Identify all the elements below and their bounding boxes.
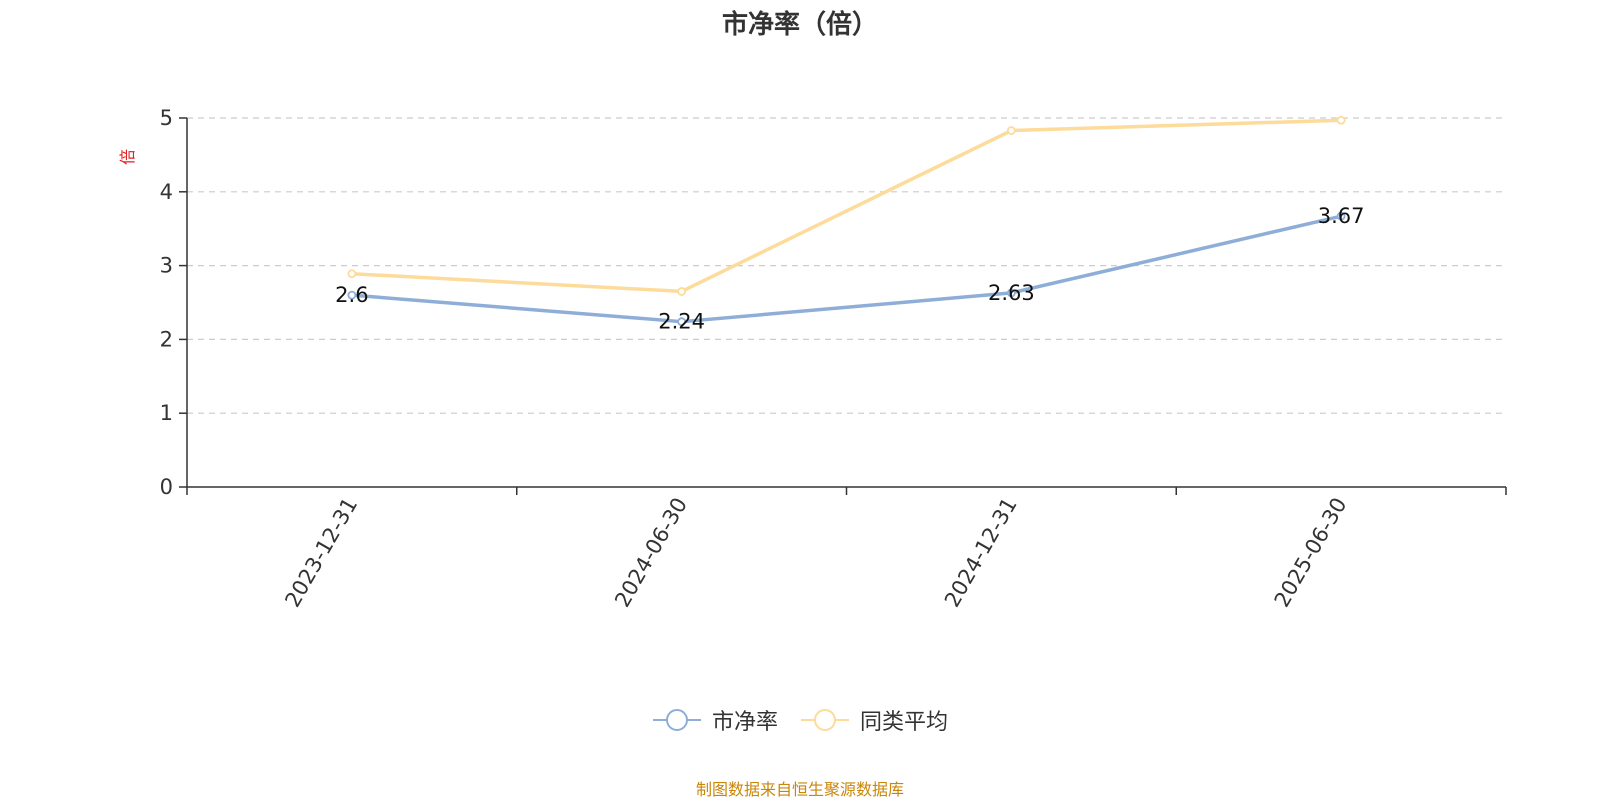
y-tick-label: 4 — [160, 180, 173, 204]
data-label: 2.6 — [335, 283, 368, 307]
x-tick-label: 2024-06-30 — [610, 494, 692, 612]
data-point[interactable] — [1006, 288, 1016, 298]
data-labels: 2.6 2.24 2.63 3.67 — [335, 204, 1364, 334]
legend-circle — [814, 709, 836, 731]
y-tick-label: 5 — [160, 106, 173, 130]
data-point[interactable] — [1006, 126, 1016, 135]
legend-item[interactable]: 市净率 — [652, 704, 778, 736]
y-tick-label: 1 — [160, 401, 173, 425]
grid-lines — [187, 117, 1506, 414]
chart-title: 市净率（倍） — [721, 10, 878, 40]
legend: 市净率 同类平均 — [0, 704, 1600, 736]
legend-label: 市净率 — [711, 710, 778, 735]
y-tick-label: 2 — [160, 327, 173, 351]
y-tick-label: 0 — [160, 475, 173, 499]
x-tick-label: 2025-06-30 — [1270, 494, 1352, 612]
series-lines — [347, 115, 1346, 327]
legend-item[interactable]: 同类平均 — [800, 704, 948, 736]
series-line[interactable] — [351, 118, 1342, 294]
y-tick-label: 3 — [160, 254, 173, 278]
x-tick-label: 2023-12-31 — [280, 494, 362, 612]
legend-marker-icon — [801, 709, 849, 731]
data-label: 2.63 — [988, 281, 1035, 305]
legend-marker-icon — [652, 709, 701, 731]
data-point[interactable] — [1336, 115, 1346, 125]
x-tick-label: 2024-12-31 — [940, 494, 1022, 612]
data-label: 2.24 — [658, 310, 705, 334]
data-point[interactable] — [677, 317, 687, 327]
data-point[interactable] — [1336, 211, 1346, 221]
legend-label: 同类平均 — [860, 710, 949, 735]
data-point[interactable] — [347, 269, 357, 279]
series-line[interactable] — [351, 214, 1342, 324]
data-label: 3.67 — [1318, 204, 1365, 228]
data-point[interactable] — [677, 287, 687, 296]
data-point[interactable] — [347, 290, 357, 300]
axes: 0 1 2 3 4 5 倍 2023-12-31 2024-06-30 2024-12-31 202… — [118, 106, 1507, 612]
y-axis-unit-label: 倍 — [118, 149, 137, 165]
legend-circle — [665, 709, 688, 731]
source-note: 制图数据来自恒生聚源数据库 — [695, 780, 904, 799]
